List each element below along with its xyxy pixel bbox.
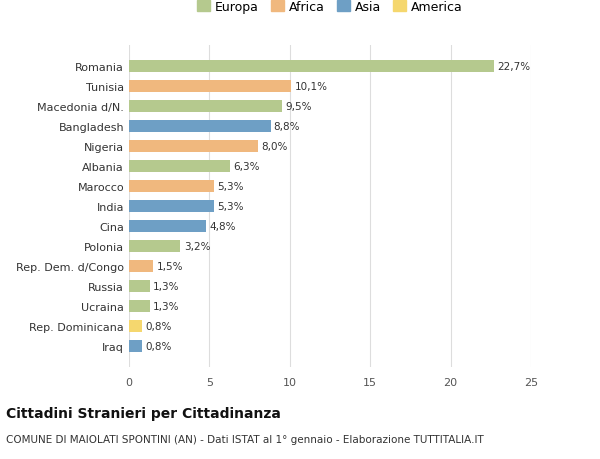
Bar bbox=[129, 80, 292, 93]
Text: 10,1%: 10,1% bbox=[295, 82, 328, 91]
Text: 4,8%: 4,8% bbox=[209, 222, 236, 231]
Text: COMUNE DI MAIOLATI SPONTINI (AN) - Dati ISTAT al 1° gennaio - Elaborazione TUTTI: COMUNE DI MAIOLATI SPONTINI (AN) - Dati … bbox=[6, 434, 484, 444]
Text: 9,5%: 9,5% bbox=[285, 101, 311, 112]
Text: Cittadini Stranieri per Cittadinanza: Cittadini Stranieri per Cittadinanza bbox=[6, 406, 281, 420]
Text: 1,5%: 1,5% bbox=[157, 262, 183, 272]
Bar bbox=[129, 101, 282, 112]
Bar bbox=[129, 301, 150, 313]
Legend: Europa, Africa, Asia, America: Europa, Africa, Asia, America bbox=[197, 1, 463, 14]
Bar bbox=[129, 121, 271, 133]
Text: 0,8%: 0,8% bbox=[145, 322, 172, 331]
Text: 5,3%: 5,3% bbox=[217, 182, 244, 191]
Text: 6,3%: 6,3% bbox=[233, 162, 260, 172]
Bar bbox=[129, 180, 214, 192]
Bar bbox=[129, 61, 494, 73]
Bar bbox=[129, 341, 142, 353]
Text: 22,7%: 22,7% bbox=[497, 62, 530, 72]
Bar bbox=[129, 241, 181, 252]
Text: 1,3%: 1,3% bbox=[153, 302, 179, 312]
Text: 3,2%: 3,2% bbox=[184, 241, 210, 252]
Bar bbox=[129, 261, 153, 273]
Bar bbox=[129, 280, 150, 292]
Bar bbox=[129, 140, 257, 152]
Text: 0,8%: 0,8% bbox=[145, 341, 172, 352]
Text: 8,0%: 8,0% bbox=[261, 141, 287, 151]
Text: 8,8%: 8,8% bbox=[274, 122, 300, 132]
Text: 1,3%: 1,3% bbox=[153, 281, 179, 291]
Bar bbox=[129, 221, 206, 233]
Bar bbox=[129, 320, 142, 333]
Text: 5,3%: 5,3% bbox=[217, 202, 244, 212]
Bar bbox=[129, 201, 214, 213]
Bar bbox=[129, 161, 230, 173]
